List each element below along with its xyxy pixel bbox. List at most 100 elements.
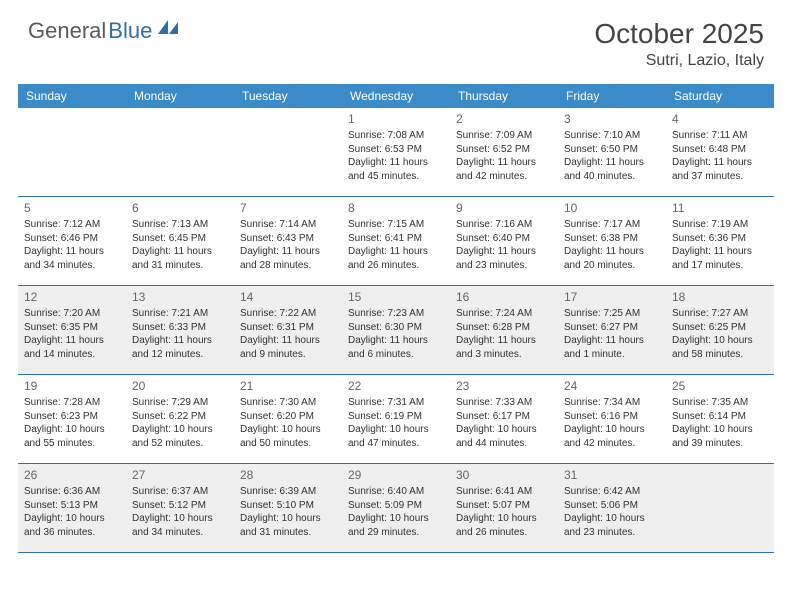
day-info: Sunrise: 7:11 AMSunset: 6:48 PMDaylight:… (672, 129, 768, 183)
sunset-text: Sunset: 6:41 PM (348, 232, 444, 246)
day-number: 5 (24, 201, 120, 215)
sunrise-text: Sunrise: 6:42 AM (564, 485, 660, 499)
sunset-text: Sunset: 6:17 PM (456, 410, 552, 424)
day-number: 15 (348, 290, 444, 304)
day-cell (18, 108, 126, 196)
day-cell: 6Sunrise: 7:13 AMSunset: 6:45 PMDaylight… (126, 197, 234, 285)
weekday-header: Monday (126, 84, 234, 108)
day-number: 28 (240, 468, 336, 482)
day-cell: 18Sunrise: 7:27 AMSunset: 6:25 PMDayligh… (666, 286, 774, 374)
day-number: 10 (564, 201, 660, 215)
sunrise-text: Sunrise: 6:37 AM (132, 485, 228, 499)
sunset-text: Sunset: 6:46 PM (24, 232, 120, 246)
day-number: 25 (672, 379, 768, 393)
calendar-week-row: 19Sunrise: 7:28 AMSunset: 6:23 PMDayligh… (18, 375, 774, 464)
day-cell: 23 Sunrise: 7:33 AMSunset: 6:17 PMDayligh… (450, 375, 558, 463)
day-cell: 21 Sunrise: 7:30 AMSunset: 6:20 PMDayligh… (234, 375, 342, 463)
day-number: 30 (456, 468, 552, 482)
day-info: Sunrise: 7:16 AMSunset: 6:40 PMDaylight:… (456, 218, 552, 272)
day-info: Sunrise: 7:21 AMSunset: 6:33 PMDaylight:… (132, 307, 228, 361)
daylight-text: Daylight: 10 hours and 58 minutes. (672, 334, 768, 361)
sunset-text: Sunset: 6:14 PM (672, 410, 768, 424)
weekday-header: Tuesday (234, 84, 342, 108)
daylight-text: Daylight: 11 hours and 42 minutes. (456, 156, 552, 183)
day-cell: 1 Sunrise: 7:08 AMSunset: 6:53 PMDaylight… (342, 108, 450, 196)
sunrise-text: Sunrise: 7:29 AM (132, 396, 228, 410)
sunrise-text: Sunrise: 7:08 AM (348, 129, 444, 143)
daylight-text: Daylight: 11 hours and 14 minutes. (24, 334, 120, 361)
sunrise-text: Sunrise: 7:23 AM (348, 307, 444, 321)
day-number: 21 (240, 379, 336, 393)
sunset-text: Sunset: 6:31 PM (240, 321, 336, 335)
day-cell: 25 Sunrise: 7:35 AMSunset: 6:14 PMDayligh… (666, 375, 774, 463)
sunrise-text: Sunrise: 7:12 AM (24, 218, 120, 232)
daylight-text: Daylight: 10 hours and 50 minutes. (240, 423, 336, 450)
daylight-text: Daylight: 11 hours and 40 minutes. (564, 156, 660, 183)
daylight-text: Daylight: 10 hours and 29 minutes. (348, 512, 444, 539)
sunset-text: Sunset: 5:13 PM (24, 499, 120, 513)
sunrise-text: Sunrise: 6:40 AM (348, 485, 444, 499)
sunrise-text: Sunrise: 7:34 AM (564, 396, 660, 410)
sunrise-text: Sunrise: 7:19 AM (672, 218, 768, 232)
sunrise-text: Sunrise: 7:10 AM (564, 129, 660, 143)
day-number: 14 (240, 290, 336, 304)
day-info: Sunrise: 7:30 AMSunset: 6:20 PMDaylight:… (240, 396, 336, 450)
day-info: Sunrise: 7:09 AMSunset: 6:52 PMDaylight:… (456, 129, 552, 183)
day-info: Sunrise: 6:40 AMSunset: 5:09 PMDaylight:… (348, 485, 444, 539)
daylight-text: Daylight: 11 hours and 9 minutes. (240, 334, 336, 361)
daylight-text: Daylight: 11 hours and 28 minutes. (240, 245, 336, 272)
day-cell: 10Sunrise: 7:17 AMSunset: 6:38 PMDayligh… (558, 197, 666, 285)
day-info: Sunrise: 7:33 AMSunset: 6:17 PMDaylight:… (456, 396, 552, 450)
sunset-text: Sunset: 6:40 PM (456, 232, 552, 246)
daylight-text: Daylight: 11 hours and 23 minutes. (456, 245, 552, 272)
sunrise-text: Sunrise: 7:21 AM (132, 307, 228, 321)
day-info: Sunrise: 7:12 AMSunset: 6:46 PMDaylight:… (24, 218, 120, 272)
day-cell: 9Sunrise: 7:16 AMSunset: 6:40 PMDaylight… (450, 197, 558, 285)
sunset-text: Sunset: 5:07 PM (456, 499, 552, 513)
weekday-header: Sunday (18, 84, 126, 108)
day-cell (126, 108, 234, 196)
daylight-text: Daylight: 11 hours and 6 minutes. (348, 334, 444, 361)
sunrise-text: Sunrise: 6:41 AM (456, 485, 552, 499)
daylight-text: Daylight: 11 hours and 45 minutes. (348, 156, 444, 183)
sunrise-text: Sunrise: 7:09 AM (456, 129, 552, 143)
header: GeneralBlue October 2025 Sutri, Lazio, I… (0, 0, 792, 78)
sunset-text: Sunset: 6:53 PM (348, 143, 444, 157)
day-cell: 22Sunrise: 7:31 AMSunset: 6:19 PMDayligh… (342, 375, 450, 463)
day-number: 17 (564, 290, 660, 304)
day-info: Sunrise: 7:10 AMSunset: 6:50 PMDaylight:… (564, 129, 660, 183)
logo: GeneralBlue (28, 18, 180, 44)
day-cell: 28Sunrise: 6:39 AMSunset: 5:10 PMDayligh… (234, 464, 342, 552)
day-number: 12 (24, 290, 120, 304)
sunset-text: Sunset: 6:38 PM (564, 232, 660, 246)
sunset-text: Sunset: 6:25 PM (672, 321, 768, 335)
daylight-text: Daylight: 10 hours and 47 minutes. (348, 423, 444, 450)
day-info: Sunrise: 7:19 AMSunset: 6:36 PMDaylight:… (672, 218, 768, 272)
day-cell: 13Sunrise: 7:21 AMSunset: 6:33 PMDayligh… (126, 286, 234, 374)
day-info: Sunrise: 7:15 AMSunset: 6:41 PMDaylight:… (348, 218, 444, 272)
day-cell: 16Sunrise: 7:24 AMSunset: 6:28 PMDayligh… (450, 286, 558, 374)
sunset-text: Sunset: 6:52 PM (456, 143, 552, 157)
daylight-text: Daylight: 10 hours and 39 minutes. (672, 423, 768, 450)
day-number: 1 (348, 112, 444, 126)
day-cell: 17Sunrise: 7:25 AMSunset: 6:27 PMDayligh… (558, 286, 666, 374)
daylight-text: Daylight: 10 hours and 55 minutes. (24, 423, 120, 450)
logo-sail-icon (158, 20, 180, 43)
sunrise-text: Sunrise: 7:33 AM (456, 396, 552, 410)
day-cell: 3Sunrise: 7:10 AMSunset: 6:50 PMDaylight… (558, 108, 666, 196)
sunset-text: Sunset: 6:30 PM (348, 321, 444, 335)
day-number: 23 (456, 379, 552, 393)
sunrise-text: Sunrise: 7:16 AM (456, 218, 552, 232)
day-info: Sunrise: 7:08 AMSunset: 6:53 PMDaylight:… (348, 129, 444, 183)
daylight-text: Daylight: 10 hours and 52 minutes. (132, 423, 228, 450)
title-block: October 2025 Sutri, Lazio, Italy (594, 18, 764, 70)
sunrise-text: Sunrise: 7:35 AM (672, 396, 768, 410)
day-cell: 26Sunrise: 6:36 AMSunset: 5:13 PMDayligh… (18, 464, 126, 552)
sunrise-text: Sunrise: 7:15 AM (348, 218, 444, 232)
daylight-text: Daylight: 10 hours and 44 minutes. (456, 423, 552, 450)
day-number: 19 (24, 379, 120, 393)
day-info: Sunrise: 7:20 AMSunset: 6:35 PMDaylight:… (24, 307, 120, 361)
day-cell: 29Sunrise: 6:40 AMSunset: 5:09 PMDayligh… (342, 464, 450, 552)
day-cell: 15 Sunrise: 7:23 AMSunset: 6:30 PMDayligh… (342, 286, 450, 374)
sunset-text: Sunset: 6:20 PM (240, 410, 336, 424)
